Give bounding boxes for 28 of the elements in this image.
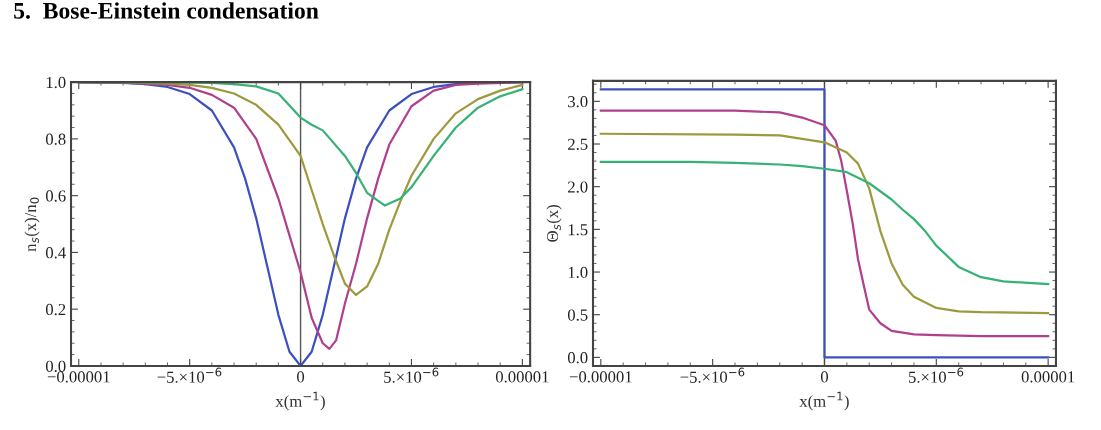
y-tick-label: 3.0 — [568, 96, 588, 108]
y-tick-label: 0.5 — [567, 309, 588, 321]
x-tick-label: −0.00001 — [47, 371, 110, 383]
y-tick-label: 0.0 — [567, 352, 588, 364]
x-tick-label: −5.×10$^{−6}$ — [680, 367, 745, 383]
y-tick-label: 0.0 — [45, 360, 66, 372]
y-tick-label: 0.2 — [45, 303, 66, 316]
y-tick-label: 0.8 — [45, 133, 66, 145]
x-axis-title: x(m$^{−1}$) — [275, 391, 325, 411]
x-tick-label: 0 — [820, 371, 829, 383]
y-tick-label: 1.0 — [568, 266, 588, 279]
y-axis-title: n$_{s}$(x)/n$_{0}$ — [24, 197, 40, 252]
y-tick-label: 1.5 — [568, 224, 588, 236]
x-axis-title: x(m$^{−1}$) — [799, 391, 849, 411]
y-axis-title: Θ$_{s}$(x) — [546, 205, 562, 242]
x-tick-label: 0 — [297, 371, 305, 383]
x-tick-label: 0.00001 — [1021, 371, 1075, 383]
x-tick-label: −5.×10$^{−6}$ — [157, 367, 222, 383]
x-tick-label: 5.×10$^{−6}$ — [909, 367, 964, 383]
x-tick-label: 0.00001 — [495, 371, 549, 383]
y-tick-label: 2.0 — [568, 181, 588, 193]
text: 5. Bose-Einstein condensation — [14, 2, 319, 19]
y-tick-label: 0.6 — [45, 190, 66, 202]
y-tick-label: 1.0 — [46, 76, 66, 89]
x-tick-label: −0.00001 — [569, 371, 632, 383]
y-tick-label: 2.5 — [568, 138, 588, 151]
y-tick-label: 0.4 — [45, 247, 66, 259]
x-tick-label: 5.×10$^{−6}$ — [384, 367, 439, 383]
